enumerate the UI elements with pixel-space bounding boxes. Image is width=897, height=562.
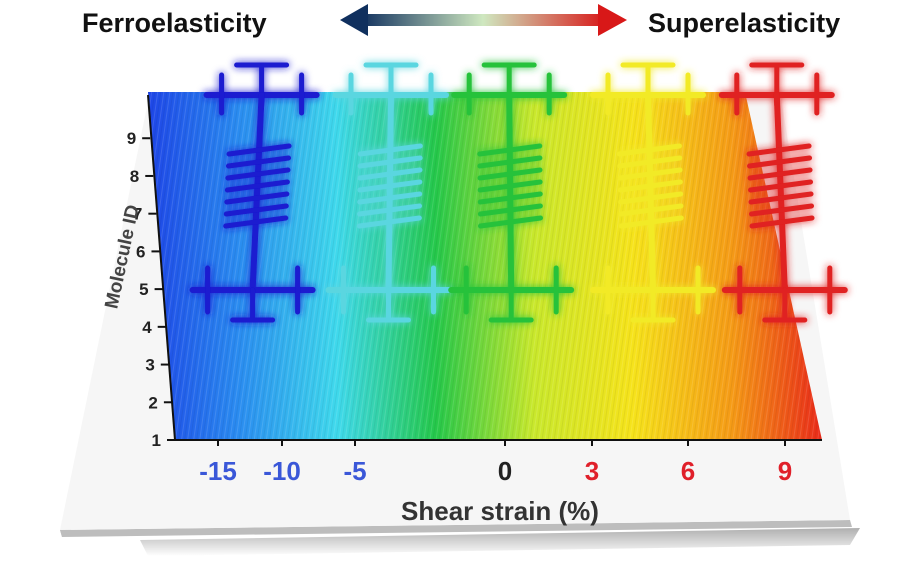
- y-tick-label: 9: [127, 129, 136, 148]
- molecule-structure: [189, 62, 320, 323]
- y-tick-label: 5: [139, 280, 148, 299]
- y-tick-label: 2: [148, 393, 157, 412]
- y-tick-label: 6: [136, 242, 145, 261]
- x-tick-label: 0: [498, 456, 512, 486]
- molecule-structure: [325, 62, 452, 323]
- molecule-structure: [448, 62, 575, 323]
- y-tick-label: 1: [152, 431, 161, 450]
- molecule-structure: [590, 62, 716, 323]
- x-tick-label: -5: [343, 456, 366, 486]
- y-tick-label: 4: [142, 318, 152, 337]
- x-tick-label: 6: [681, 456, 695, 486]
- x-axis-label: Shear strain (%): [401, 496, 599, 526]
- strain-heatmap: [148, 92, 822, 440]
- x-tick-label: 9: [778, 456, 792, 486]
- x-axis-ticks: -15 -10 -5 0 3 6 9: [199, 440, 792, 486]
- transition-arrow: [340, 4, 627, 36]
- molecule-structures: [189, 62, 848, 323]
- y-axis-ticks: 1 2 3 4 5 6 7 8 9: [127, 129, 175, 450]
- x-tick-label: 3: [585, 456, 599, 486]
- superelasticity-title: Superelasticity: [648, 8, 840, 38]
- molecule-structure: [718, 62, 848, 323]
- y-tick-label: 7: [133, 205, 142, 224]
- y-tick-label: 8: [130, 167, 139, 186]
- y-tick-label: 3: [145, 356, 154, 375]
- x-tick-label: -15: [199, 456, 237, 486]
- x-tick-label: -10: [263, 456, 301, 486]
- ferroelasticity-title: Ferroelasticity: [82, 8, 267, 38]
